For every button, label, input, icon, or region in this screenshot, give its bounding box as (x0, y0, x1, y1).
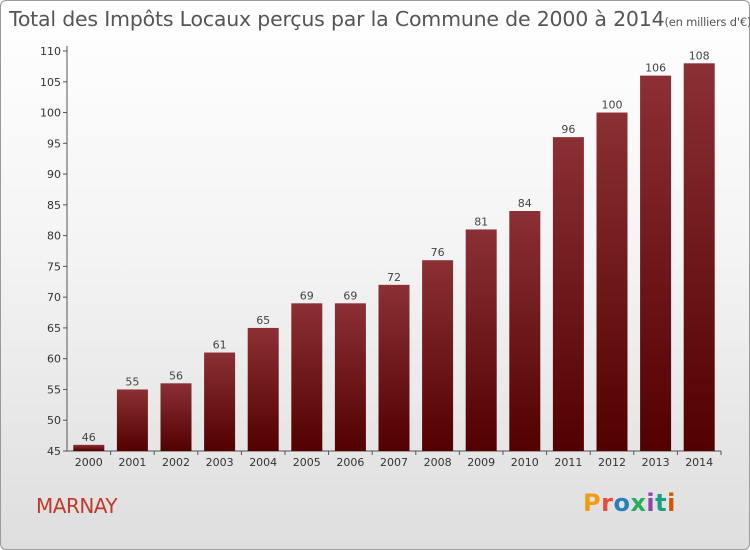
y-tick-label: 45 (47, 445, 61, 458)
bar-value-label: 96 (561, 123, 575, 136)
y-tick-label: 75 (47, 260, 61, 273)
logo-letter: o (613, 489, 631, 517)
commune-name: MARNAY (36, 494, 118, 518)
bar (160, 383, 192, 451)
y-tick-label: 85 (47, 199, 61, 212)
x-tick-label: 2008 (424, 456, 452, 469)
bar-value-label: 84 (518, 197, 532, 210)
logo-letter: i (646, 489, 656, 517)
bar-value-label: 81 (474, 215, 488, 228)
y-tick-label: 100 (40, 107, 61, 120)
bar-value-label: 72 (387, 271, 401, 284)
bar (509, 211, 541, 451)
bar-value-label: 106 (645, 62, 666, 75)
proxiti-logo[interactable]: Proxiti (583, 489, 676, 517)
y-tick-label: 80 (47, 230, 61, 243)
bar-value-label: 55 (125, 375, 139, 388)
logo-letter: x (630, 489, 647, 517)
y-tick-label: 55 (47, 383, 61, 396)
bar (291, 303, 323, 451)
y-tick-label: 50 (47, 414, 61, 427)
x-tick-label: 2002 (162, 456, 190, 469)
x-tick-label: 2006 (336, 456, 364, 469)
x-tick-label: 2009 (467, 456, 495, 469)
bar-value-label: 65 (256, 314, 270, 327)
bar (204, 352, 236, 451)
x-tick-label: 2013 (642, 456, 670, 469)
bar (422, 260, 454, 451)
chart-title-unit: (en milliers d'€) (664, 15, 750, 29)
bar (334, 303, 366, 451)
logo-letter: P (583, 489, 602, 517)
x-tick-label: 2011 (554, 456, 582, 469)
bar (247, 327, 279, 451)
chart-title: Total des Impôts Locaux perçus par la Co… (9, 7, 750, 31)
bar (465, 229, 497, 451)
bar-value-label: 69 (343, 289, 357, 302)
bar (552, 137, 584, 451)
x-tick-label: 2012 (598, 456, 626, 469)
y-tick-label: 110 (40, 45, 61, 58)
y-tick-label: 105 (40, 76, 61, 89)
y-tick-label: 90 (47, 168, 61, 181)
bar-value-label: 76 (431, 246, 445, 259)
y-tick-label: 65 (47, 322, 61, 335)
bar-value-label: 100 (602, 99, 623, 112)
x-tick-label: 2000 (75, 456, 103, 469)
bar (116, 389, 148, 451)
x-tick-label: 2005 (293, 456, 321, 469)
bar (596, 112, 628, 452)
x-tick-label: 2004 (249, 456, 277, 469)
logo-letter: r (601, 489, 614, 517)
logo-letter: t (655, 489, 668, 517)
x-tick-label: 2014 (685, 456, 713, 469)
y-tick-label: 60 (47, 353, 61, 366)
bar-value-label: 56 (169, 369, 183, 382)
x-tick-label: 2010 (511, 456, 539, 469)
bar-value-label: 46 (82, 431, 96, 444)
bar (640, 75, 672, 451)
bar (378, 284, 410, 451)
bar (683, 63, 715, 452)
logo-letter: i (667, 489, 676, 517)
y-tick-label: 95 (47, 137, 61, 150)
bar (73, 444, 105, 451)
bar-value-label: 108 (689, 49, 710, 62)
x-tick-label: 2001 (118, 456, 146, 469)
y-tick-label: 70 (47, 291, 61, 304)
x-tick-label: 2003 (206, 456, 234, 469)
chart-title-text: Total des Impôts Locaux perçus par la Co… (9, 7, 665, 31)
bar-value-label: 61 (213, 339, 227, 352)
bar-value-label: 69 (300, 289, 314, 302)
x-tick-label: 2007 (380, 456, 408, 469)
